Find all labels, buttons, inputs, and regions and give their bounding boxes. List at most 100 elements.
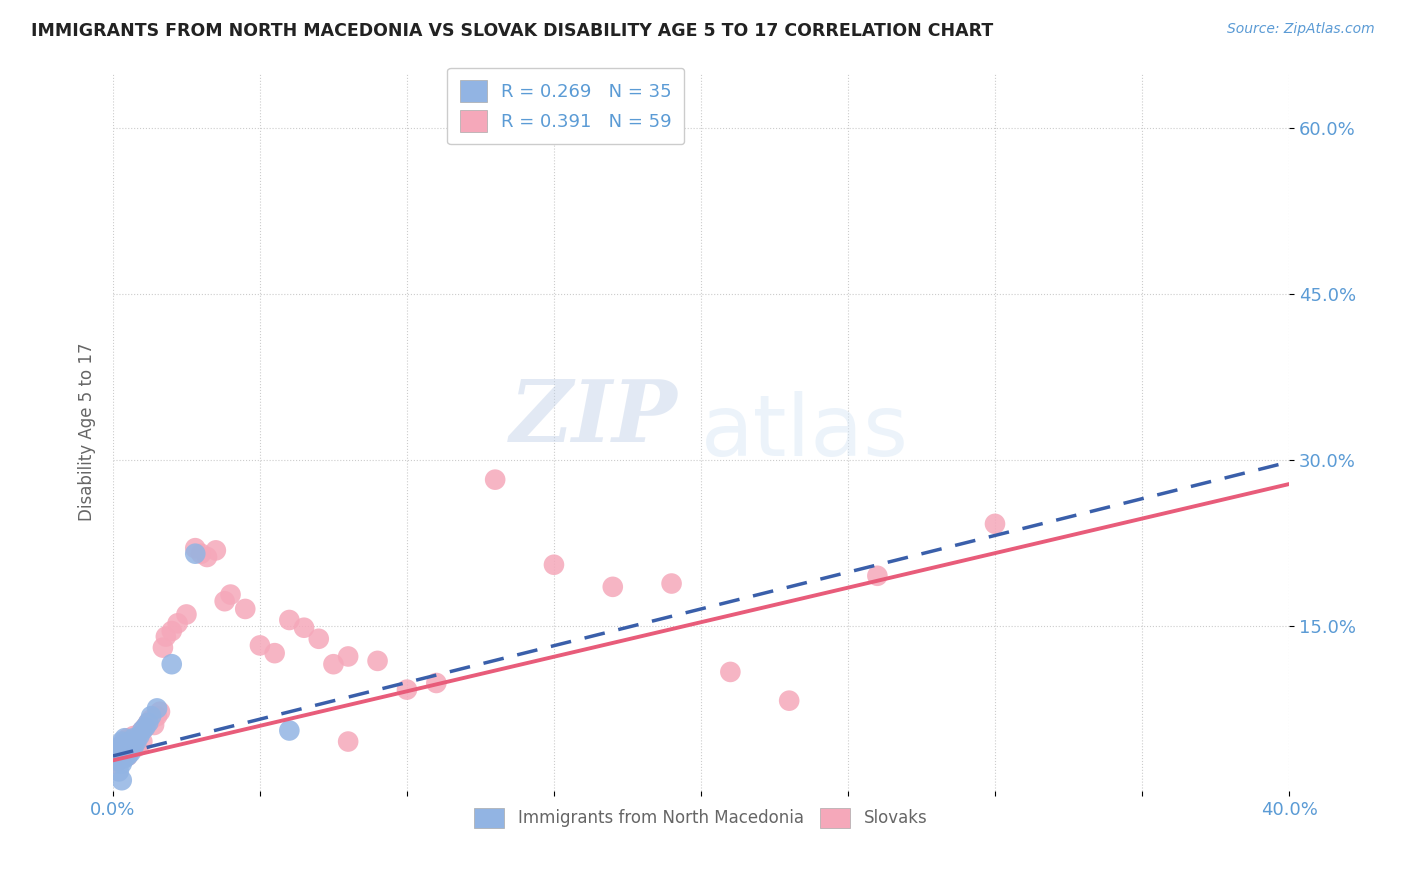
Point	[125, 734, 148, 748]
Point	[278, 613, 301, 627]
Point	[108, 753, 131, 767]
Point	[249, 639, 271, 653]
Point	[278, 723, 301, 738]
Point	[143, 718, 166, 732]
Point	[134, 720, 156, 734]
Point	[114, 738, 136, 752]
Text: Source: ZipAtlas.com: Source: ZipAtlas.com	[1227, 22, 1375, 37]
Point	[120, 746, 142, 760]
Point	[120, 742, 142, 756]
Point	[152, 640, 174, 655]
Point	[122, 738, 145, 752]
Point	[108, 764, 131, 779]
Point	[111, 734, 134, 748]
Point	[114, 742, 136, 756]
Point	[195, 549, 218, 564]
Point	[122, 740, 145, 755]
Point	[117, 748, 139, 763]
Point	[141, 713, 163, 727]
Legend: Immigrants from North Macedonia, Slovaks: Immigrants from North Macedonia, Slovaks	[468, 801, 934, 835]
Point	[425, 676, 447, 690]
Point	[104, 742, 127, 756]
Point	[117, 736, 139, 750]
Point	[184, 547, 207, 561]
Point	[122, 729, 145, 743]
Point	[484, 473, 506, 487]
Point	[104, 751, 127, 765]
Point	[122, 731, 145, 746]
Y-axis label: Disability Age 5 to 17: Disability Age 5 to 17	[79, 343, 96, 522]
Point	[120, 738, 142, 752]
Point	[108, 753, 131, 767]
Point	[322, 657, 344, 672]
Point	[146, 701, 169, 715]
Point	[134, 720, 156, 734]
Point	[602, 580, 624, 594]
Point	[131, 734, 153, 748]
Point	[111, 773, 134, 788]
Point	[108, 740, 131, 755]
Point	[395, 682, 418, 697]
Point	[149, 705, 172, 719]
Point	[205, 543, 228, 558]
Point	[111, 756, 134, 771]
Point	[114, 751, 136, 765]
Point	[117, 740, 139, 755]
Point	[111, 738, 134, 752]
Point	[120, 734, 142, 748]
Point	[233, 602, 256, 616]
Point	[543, 558, 565, 572]
Point	[125, 731, 148, 746]
Point	[136, 715, 159, 730]
Point	[114, 734, 136, 748]
Point	[155, 630, 177, 644]
Point	[128, 729, 150, 743]
Point	[214, 594, 236, 608]
Text: atlas: atlas	[702, 391, 908, 474]
Point	[166, 616, 188, 631]
Point	[104, 751, 127, 765]
Point	[104, 746, 127, 760]
Point	[111, 740, 134, 755]
Point	[108, 744, 131, 758]
Point	[661, 576, 683, 591]
Point	[131, 723, 153, 738]
Point	[111, 751, 134, 765]
Point	[111, 746, 134, 760]
Point	[128, 727, 150, 741]
Point	[219, 588, 242, 602]
Point	[367, 654, 389, 668]
Point	[131, 723, 153, 738]
Point	[866, 569, 889, 583]
Point	[104, 756, 127, 771]
Point	[114, 731, 136, 746]
Point	[136, 715, 159, 730]
Point	[125, 740, 148, 755]
Point	[308, 632, 330, 646]
Point	[337, 734, 360, 748]
Point	[117, 731, 139, 746]
Point	[160, 624, 183, 638]
Point	[184, 541, 207, 556]
Point	[718, 665, 741, 679]
Point	[263, 646, 285, 660]
Point	[117, 748, 139, 763]
Point	[108, 748, 131, 763]
Point	[108, 748, 131, 763]
Point	[111, 746, 134, 760]
Text: ZIP: ZIP	[509, 376, 678, 459]
Point	[141, 709, 163, 723]
Point	[190, 547, 212, 561]
Point	[778, 693, 800, 707]
Point	[108, 742, 131, 756]
Point	[984, 516, 1007, 531]
Point	[160, 657, 183, 672]
Point	[111, 751, 134, 765]
Text: IMMIGRANTS FROM NORTH MACEDONIA VS SLOVAK DISABILITY AGE 5 TO 17 CORRELATION CHA: IMMIGRANTS FROM NORTH MACEDONIA VS SLOVA…	[31, 22, 993, 40]
Point	[176, 607, 198, 622]
Point	[337, 649, 360, 664]
Point	[117, 742, 139, 756]
Point	[292, 621, 315, 635]
Point	[114, 742, 136, 756]
Point	[146, 709, 169, 723]
